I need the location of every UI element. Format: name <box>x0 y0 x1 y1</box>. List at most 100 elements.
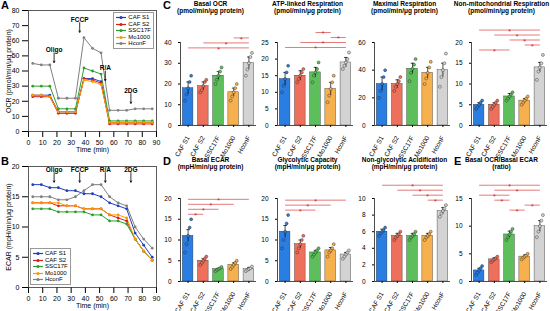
svg-text:FCCP: FCCP <box>71 166 89 173</box>
svg-text:0: 0 <box>459 278 463 285</box>
svg-text:2DG: 2DG <box>124 87 137 94</box>
svg-text:CAF S1: CAF S1 <box>367 290 385 311</box>
svg-text:15: 15 <box>12 193 20 200</box>
svg-text:80: 80 <box>138 139 146 146</box>
svg-text:4: 4 <box>362 244 366 251</box>
svg-text:10: 10 <box>39 139 47 146</box>
svg-text:*: * <box>426 193 429 200</box>
svg-text:HconF: HconF <box>430 135 446 155</box>
svg-text:*: * <box>210 202 213 209</box>
svg-text:Mo1000: Mo1000 <box>219 134 237 158</box>
svg-text:5: 5 <box>459 250 463 257</box>
svg-text:10: 10 <box>164 101 172 108</box>
svg-text:20: 20 <box>261 195 269 202</box>
svg-text:80: 80 <box>138 295 146 302</box>
svg-text:20: 20 <box>12 163 20 170</box>
svg-text:25: 25 <box>261 39 269 46</box>
svg-text:*: * <box>217 46 220 53</box>
svg-text:SSC17F: SSC17F <box>397 291 415 311</box>
svg-text:SSC17F: SSC17F <box>203 291 221 311</box>
svg-text:*: * <box>322 30 325 37</box>
svg-text:70: 70 <box>124 139 132 146</box>
svg-text:0: 0 <box>362 278 366 285</box>
svg-text:60: 60 <box>110 139 118 146</box>
svg-text:10: 10 <box>12 223 20 230</box>
svg-text:0: 0 <box>16 128 20 135</box>
svg-text:*: * <box>299 208 302 215</box>
svg-text:15: 15 <box>164 215 172 222</box>
svg-text:0: 0 <box>168 278 172 285</box>
svg-text:Time (min): Time (min) <box>76 302 109 310</box>
svg-text:20: 20 <box>455 39 463 46</box>
svg-text:0: 0 <box>459 122 463 129</box>
svg-text:10: 10 <box>39 295 47 302</box>
svg-text:60: 60 <box>12 37 20 44</box>
svg-text:15: 15 <box>261 215 269 222</box>
svg-text:20: 20 <box>12 97 20 104</box>
svg-text:*: * <box>516 188 519 195</box>
svg-text:0: 0 <box>265 278 269 285</box>
svg-text:Mo1000: Mo1000 <box>510 290 528 311</box>
svg-text:*: * <box>493 48 496 55</box>
svg-text:30: 30 <box>12 82 20 89</box>
svg-text:CAF S2: CAF S2 <box>286 290 304 311</box>
svg-text:10: 10 <box>261 236 269 243</box>
svg-text:50: 50 <box>12 52 20 59</box>
svg-text:20: 20 <box>261 55 269 62</box>
svg-text:20: 20 <box>53 139 61 146</box>
svg-text:HconF: HconF <box>236 135 252 155</box>
svg-text:*: * <box>314 45 317 52</box>
svg-text:8: 8 <box>362 211 366 218</box>
svg-text:5: 5 <box>168 257 172 264</box>
svg-text:*: * <box>337 35 340 42</box>
svg-text:10: 10 <box>455 80 463 87</box>
svg-text:20: 20 <box>53 295 61 302</box>
svg-text:*: * <box>225 41 228 48</box>
svg-text:5: 5 <box>265 105 269 112</box>
svg-text:30: 30 <box>164 59 172 66</box>
svg-text:0: 0 <box>362 122 366 129</box>
svg-text:10: 10 <box>261 88 269 95</box>
svg-text:SSC17F: SSC17F <box>300 291 318 311</box>
svg-text:15: 15 <box>261 72 269 79</box>
svg-text:0: 0 <box>27 139 31 146</box>
svg-text:*: * <box>501 198 504 205</box>
svg-text:*: * <box>516 208 519 215</box>
svg-text:*: * <box>493 193 496 200</box>
svg-text:*: * <box>508 28 511 35</box>
svg-text:0: 0 <box>16 284 20 291</box>
svg-text:*: * <box>322 40 325 47</box>
svg-text:CAF S2: CAF S2 <box>383 290 401 311</box>
svg-text:40: 40 <box>12 67 20 74</box>
svg-text:ECAR (mpH/min/μg protein): ECAR (mpH/min/μg protein) <box>5 183 13 270</box>
svg-text:CAF S1: CAF S1 <box>173 290 191 311</box>
svg-text:15: 15 <box>455 195 463 202</box>
svg-text:*: * <box>217 197 220 204</box>
svg-text:Mo1000: Mo1000 <box>316 134 334 158</box>
svg-text:90: 90 <box>153 295 161 302</box>
svg-text:*: * <box>194 212 197 219</box>
svg-text:60: 60 <box>358 39 366 46</box>
svg-text:*: * <box>314 198 317 205</box>
svg-text:20: 20 <box>164 80 172 87</box>
svg-text:*: * <box>419 188 422 195</box>
svg-text:Mo1000: Mo1000 <box>219 290 237 311</box>
svg-text:60: 60 <box>110 295 118 302</box>
svg-text:HconF: HconF <box>430 291 446 311</box>
svg-text:OCR (pmol/min/μg protein): OCR (pmol/min/μg protein) <box>5 29 13 113</box>
svg-text:0: 0 <box>265 122 269 129</box>
svg-text:CAF S1: CAF S1 <box>464 290 482 311</box>
svg-text:20: 20 <box>358 94 366 101</box>
svg-text:30: 30 <box>67 295 75 302</box>
svg-text:10: 10 <box>455 222 463 229</box>
svg-text:10: 10 <box>358 195 366 202</box>
svg-text:HconF: HconF <box>333 135 349 155</box>
svg-text:*: * <box>202 207 205 214</box>
svg-text:20: 20 <box>164 195 172 202</box>
svg-text:SSC17F: SSC17F <box>494 291 512 311</box>
svg-text:Mo1000: Mo1000 <box>413 290 431 311</box>
svg-text:*: * <box>240 36 243 43</box>
svg-text:70: 70 <box>124 295 132 302</box>
svg-text:FCCP: FCCP <box>71 16 89 23</box>
svg-text:*: * <box>411 183 414 190</box>
